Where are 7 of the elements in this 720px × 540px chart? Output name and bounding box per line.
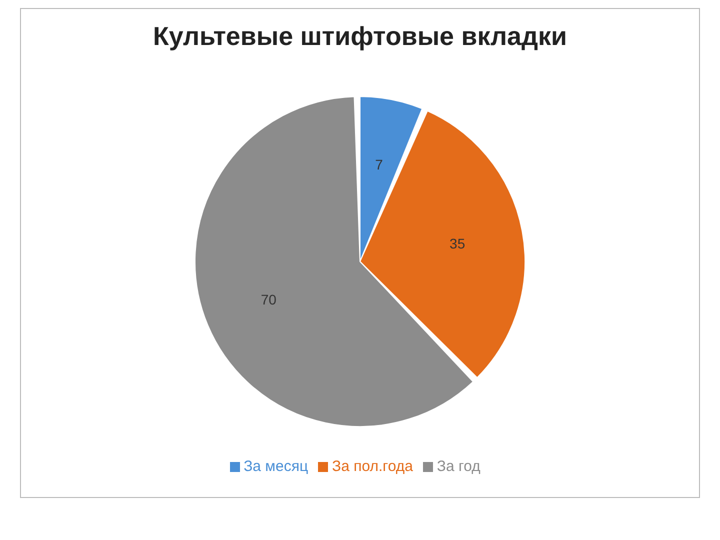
legend-label: За пол.года — [332, 458, 413, 475]
chart-title: Культевые штифтовые вкладки — [152, 21, 568, 52]
legend-label: За год — [436, 458, 480, 475]
legend-label: За месяц — [244, 458, 308, 475]
data-label: 70 — [260, 292, 277, 308]
data-label: 7 — [375, 156, 384, 172]
data-label: 35 — [450, 235, 466, 252]
